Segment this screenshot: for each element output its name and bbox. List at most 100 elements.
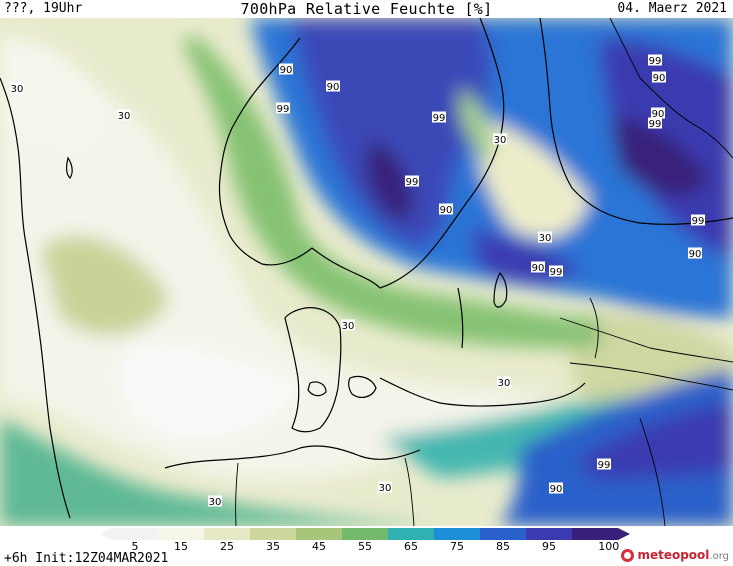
contour-label-text: 30: [11, 84, 24, 95]
contour-label: 30: [341, 319, 355, 332]
contour-label-text: 30: [342, 321, 355, 332]
colorbar-cell: [296, 528, 343, 540]
contour-label-box: [597, 458, 611, 470]
contour-label-box: [497, 376, 511, 388]
contour-label: 90: [439, 203, 453, 216]
map-title: 700hPa Relative Feuchte [%]: [240, 0, 493, 18]
contour-label-text: 90: [550, 484, 563, 495]
colorbar-cell: [204, 528, 251, 540]
contour-label: 90: [531, 261, 545, 274]
colorbar-cell: [342, 528, 389, 540]
contour-label-box: [531, 261, 545, 273]
colorbar-cell: [480, 528, 527, 540]
contour-label: 90: [326, 80, 340, 93]
contour-label: 99: [691, 214, 705, 227]
contour-label: 90: [549, 482, 563, 495]
contour-label-box: [538, 231, 552, 243]
contour-label-text: 30: [498, 378, 511, 389]
contour-label-box: [378, 481, 392, 493]
contour-label-box: [10, 82, 24, 94]
contour-label-box: [688, 247, 702, 259]
colorbar-tick-label: 100: [598, 540, 620, 553]
contour-label-text: 90: [327, 82, 340, 93]
contour-label: 30: [10, 82, 24, 95]
contour-label: 99: [432, 111, 446, 124]
contour-label-box: [208, 495, 222, 507]
contour-label: 90: [279, 63, 293, 76]
forecast-run-info: +6h Init:12Z04MAR2021: [4, 551, 169, 566]
contour-label-box: [405, 175, 419, 187]
color-scale-labels: 5 15 25 35 45 55 65 75 85 95 100: [0, 540, 733, 554]
contour-label-text: 99: [692, 216, 705, 227]
colorbar-cell: [434, 528, 481, 540]
contour-label: 30: [117, 109, 131, 122]
colorbar-cell: [112, 528, 159, 540]
colorbar-cell: [572, 528, 619, 540]
header: ???, 19Uhr 700hPa Relative Feuchte [%] 0…: [0, 0, 733, 18]
colorbar-tick-label: 55: [358, 540, 372, 553]
contour-label: 90: [652, 71, 666, 84]
contour-label-text: 99: [550, 267, 563, 278]
contour-label-text: 99: [406, 177, 419, 188]
contour-label-text: 30: [539, 233, 552, 244]
contour-label: 30: [493, 133, 507, 146]
logo-circle-icon: [621, 548, 635, 562]
contour-label-box: [549, 265, 563, 277]
contour-label-box: [493, 133, 507, 145]
contour-label-box: [648, 54, 662, 66]
meteopool-logo: meteopool.org: [621, 546, 729, 564]
contour-label-box: [432, 111, 446, 123]
contour-label-box: [279, 63, 293, 75]
colorbar-tick-label: 85: [496, 540, 510, 553]
contour-label: 30: [497, 376, 511, 389]
contour-label-text: 90: [532, 263, 545, 274]
contour-label-box: [439, 203, 453, 215]
contour-label: 99: [549, 265, 563, 278]
contour-label-text: 90: [652, 109, 665, 120]
contour-label: 30: [208, 495, 222, 508]
contour-label-box: [652, 71, 666, 83]
contour-label-text: 99: [277, 104, 290, 115]
contour-label-box: [117, 109, 131, 121]
colorbar-cell: [250, 528, 297, 540]
colorbar-tick-label: 35: [266, 540, 280, 553]
contour-label-box: [691, 214, 705, 226]
contour-label-text: 30: [379, 483, 392, 494]
contour-label: 30: [378, 481, 392, 494]
colorbar-tick-label: 5: [131, 540, 139, 553]
brand-name: meteopool.org: [637, 548, 729, 562]
contour-label-text: 30: [118, 111, 131, 122]
humidity-map: 30 30 90 90 99 99 30 99 90 30 90 99 99 90 90 99 99 90 30 30…: [0, 18, 733, 526]
contour-label: 30: [538, 231, 552, 244]
valid-time: ???, 19Uhr: [4, 1, 83, 16]
colorbar-cell: [526, 528, 573, 540]
contour-label: 99: [405, 175, 419, 188]
contour-label-text: 90: [689, 249, 702, 260]
contour-label-text: 99: [598, 460, 611, 471]
contour-label-text: 30: [209, 497, 222, 508]
contour-label: 90: [688, 247, 702, 260]
contour-label: 90: [651, 107, 665, 120]
colorbar-tick-label: 15: [174, 540, 188, 553]
contour-label-box: [651, 107, 665, 119]
contour-label-text: 99: [649, 56, 662, 67]
colorbar-tick-label: 45: [312, 540, 326, 553]
colorbar-right-arrow: [618, 528, 630, 540]
contour-label-text: 99: [649, 119, 662, 130]
map-date: 04. Maerz 2021: [617, 1, 727, 16]
contour-label-box: [326, 80, 340, 92]
contour-label-text: 90: [280, 65, 293, 76]
contour-label-text: 90: [653, 73, 666, 84]
colorbar-left-arrow: [100, 528, 112, 540]
humidity-field: [0, 18, 733, 526]
colorbar-cell: [158, 528, 205, 540]
contour-label-text: 30: [494, 135, 507, 146]
contour-label-box: [648, 117, 662, 129]
contour-label-text: 90: [440, 205, 453, 216]
colorbar-tick-label: 25: [220, 540, 234, 553]
colorbar-tick-label: 75: [450, 540, 464, 553]
colorbar-tick-label: 95: [542, 540, 556, 553]
